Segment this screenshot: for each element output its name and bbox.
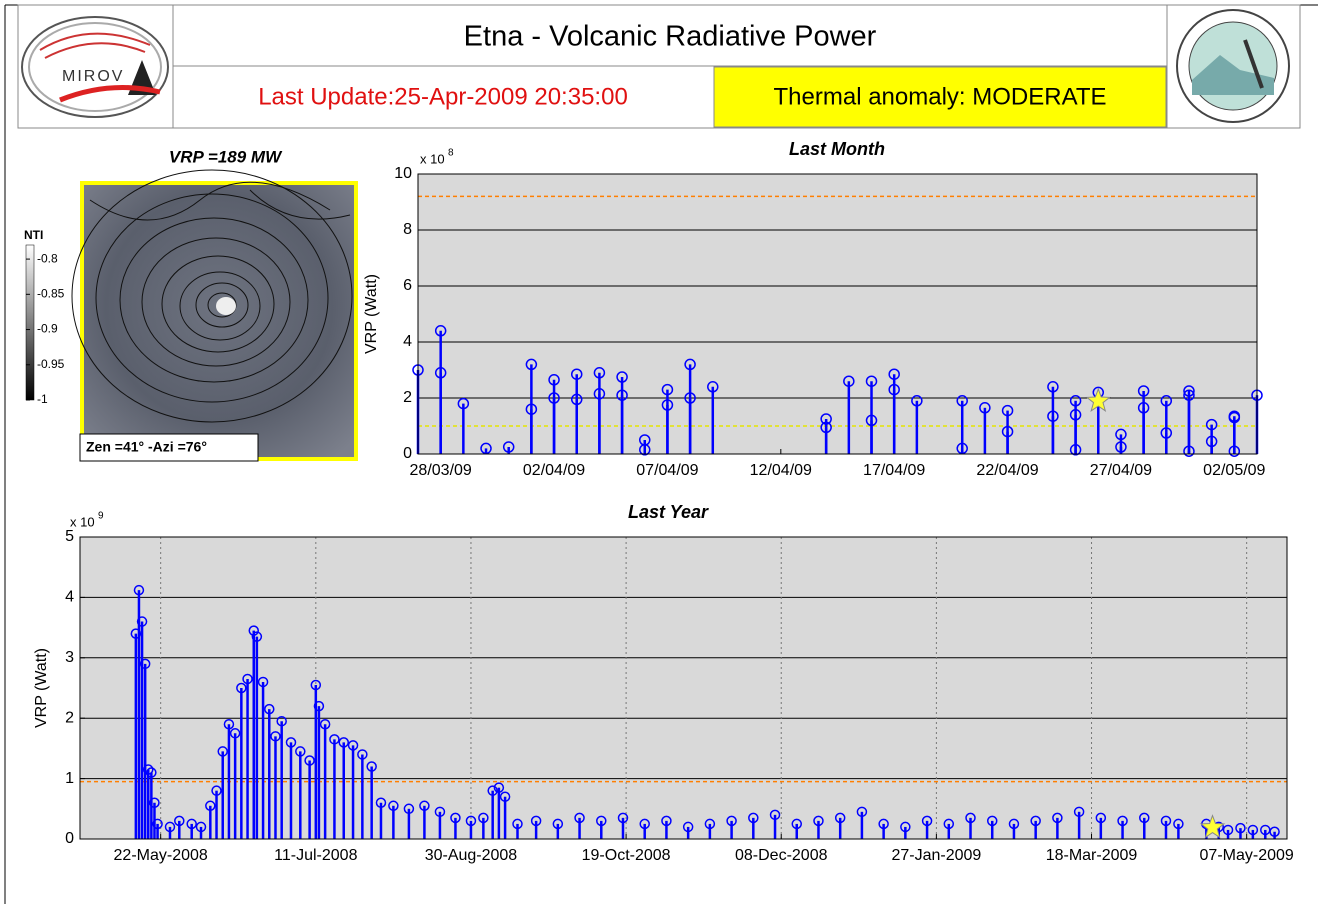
y-tick-label: 3 xyxy=(65,649,74,666)
colorbar-tick-label: -0.95 xyxy=(37,357,65,371)
x-tick-label: 27/04/09 xyxy=(1090,462,1152,479)
plot-area xyxy=(418,174,1257,454)
colorbar xyxy=(26,245,34,400)
x-tick-label: 18-Mar-2009 xyxy=(1046,847,1138,864)
colorbar-tick-label: -0.9 xyxy=(37,322,58,336)
x-tick-label: 30-Aug-2008 xyxy=(425,847,518,864)
y-tick-label: 0 xyxy=(403,445,412,462)
page: MIROV Etna - Volcanic Radiative Power La… xyxy=(0,0,1318,909)
colorbar-tick-label: -0.8 xyxy=(37,251,58,265)
x-tick-label: 22-May-2008 xyxy=(114,847,208,864)
screen: MIROV Etna - Volcanic Radiative Power La… xyxy=(0,0,1318,904)
y-tick-label: 10 xyxy=(394,165,412,182)
image-caption: Zen =41° -Azi =76° xyxy=(86,439,207,455)
y-axis-label: VRP (Watt) xyxy=(33,648,50,728)
image-title: VRP =189 MW xyxy=(169,147,283,166)
last-update: Last Update:25-Apr-2009 20:35:00 xyxy=(258,83,628,110)
y-tick-label: 1 xyxy=(65,770,74,787)
x-tick-label: 12/04/09 xyxy=(750,462,812,479)
x-tick-label: 02/04/09 xyxy=(523,462,585,479)
page-title: Etna - Volcanic Radiative Power xyxy=(464,21,877,53)
x-tick-label: 27-Jan-2009 xyxy=(891,847,981,864)
y-multiplier: x 10 xyxy=(420,151,445,166)
logo-text: MIROV xyxy=(62,68,124,85)
y-exponent: 8 xyxy=(448,148,454,159)
thermal-anomaly: Thermal anomaly: MODERATE xyxy=(774,83,1107,110)
y-tick-label: 4 xyxy=(403,333,412,350)
x-tick-label: 07-May-2009 xyxy=(1200,847,1294,864)
colorbar-tick-label: -1 xyxy=(37,392,48,406)
x-tick-label: 17/04/09 xyxy=(863,462,925,479)
x-tick-label: 11-Jul-2008 xyxy=(274,847,357,864)
colorbar-tick-label: -0.85 xyxy=(37,286,65,300)
thermal-image xyxy=(84,185,354,457)
y-tick-label: 5 xyxy=(65,528,74,545)
chart-title: Last Year xyxy=(628,502,709,522)
y-tick-label: 0 xyxy=(65,830,74,847)
x-tick-label: 22/04/09 xyxy=(976,462,1038,479)
x-tick-label: 08-Dec-2008 xyxy=(735,847,828,864)
plot-area xyxy=(80,537,1287,839)
x-tick-label: 19-Oct-2008 xyxy=(582,847,671,864)
y-exponent: 9 xyxy=(98,511,104,522)
x-tick-label: 28/03/09 xyxy=(410,462,472,479)
y-tick-label: 2 xyxy=(403,389,412,406)
hotspot xyxy=(216,297,236,315)
y-tick-label: 2 xyxy=(65,709,74,726)
mirova-logo: MIROV xyxy=(22,17,168,117)
y-tick-label: 4 xyxy=(65,589,74,606)
x-tick-label: 07/04/09 xyxy=(636,462,698,479)
x-tick-label: 02/05/09 xyxy=(1203,462,1265,479)
y-axis-label: VRP (Watt) xyxy=(363,274,380,354)
chart-title: Last Month xyxy=(789,139,885,159)
y-multiplier: x 10 xyxy=(70,514,95,529)
colorbar-label: NTI xyxy=(24,228,43,242)
y-tick-label: 6 xyxy=(403,277,412,294)
y-tick-label: 8 xyxy=(403,221,412,238)
department-logo xyxy=(1177,10,1289,122)
